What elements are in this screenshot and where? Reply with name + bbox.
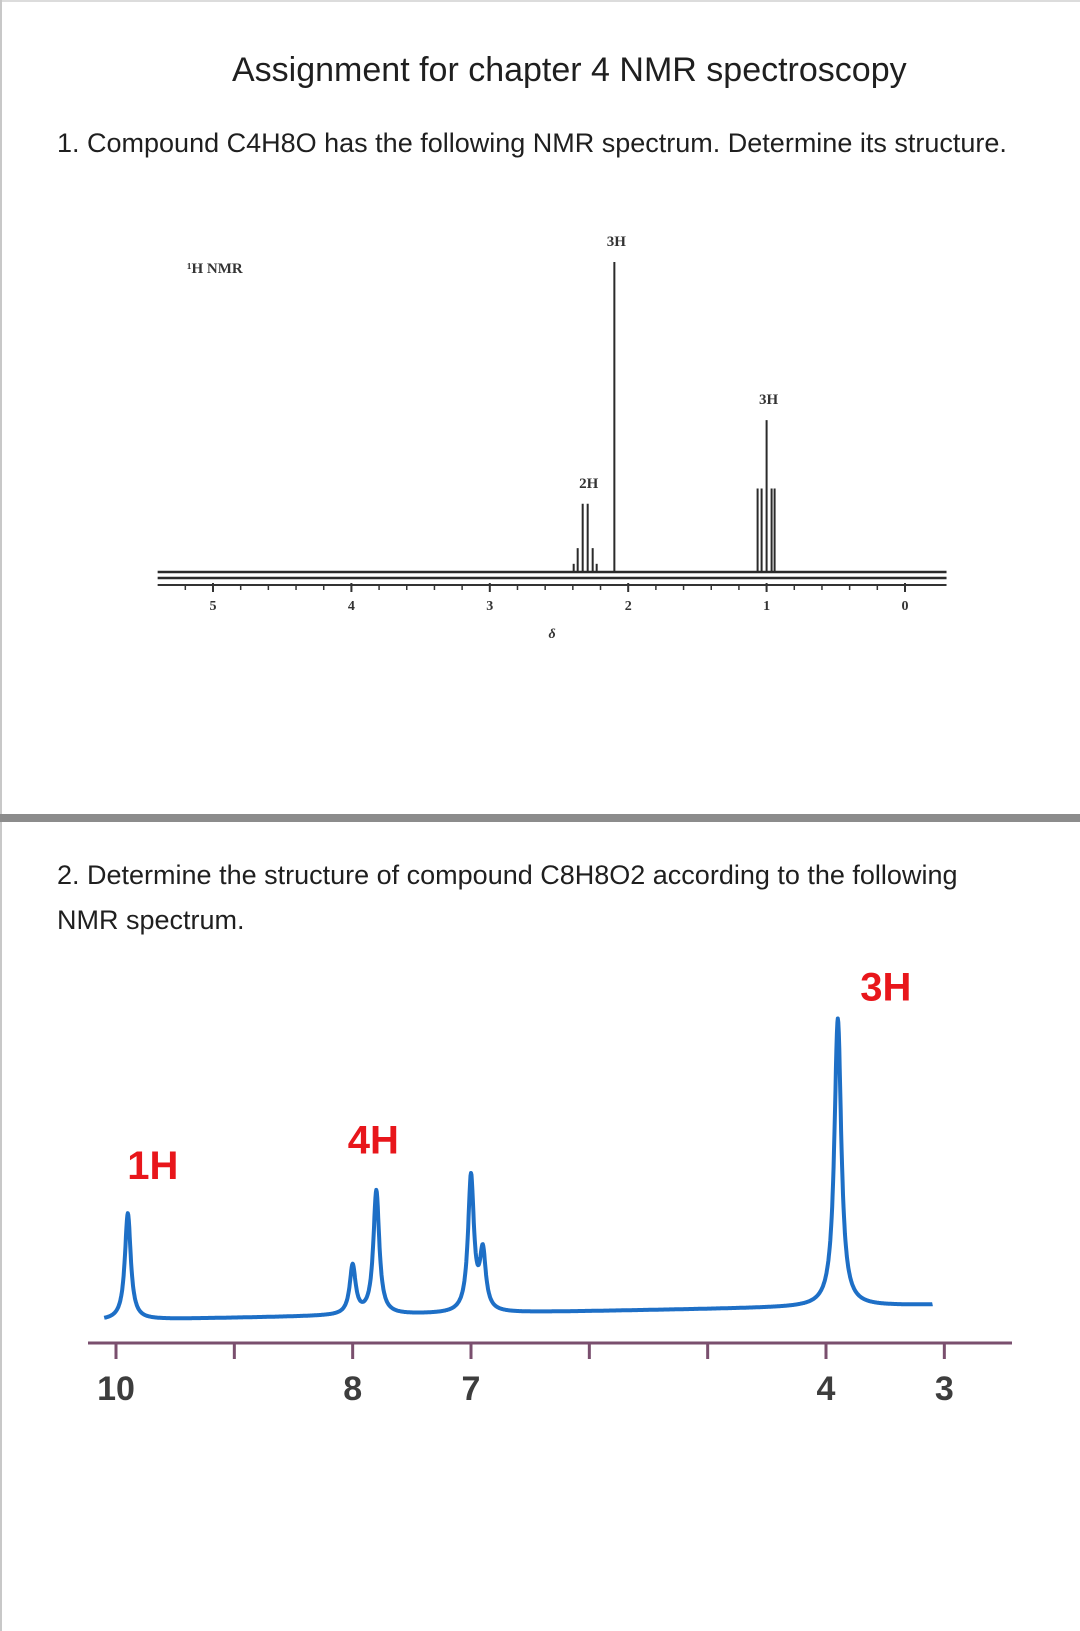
spectrum1-tick-label: 3 <box>486 599 493 614</box>
spectrum2-tick-label: 3 <box>935 1370 954 1408</box>
spectrum1-tick-label: 0 <box>902 599 909 614</box>
page-top-border <box>0 0 1080 2</box>
question-2-text: 2. Determine the structure of compound C… <box>57 860 958 935</box>
spectrum2-integration-label-1H: 1H <box>127 1144 178 1188</box>
spectrum1-integration-label: 3H <box>759 392 779 408</box>
spectrum2-tick-label: 10 <box>97 1370 135 1408</box>
spectrum1-integration-label: 2H <box>579 476 599 492</box>
nmr-spectrum-1: 5 4 3 2 1 0 δ ¹H NMR 2H 3H 3H <box>157 234 947 642</box>
spectrum2-integration-label-4H: 4H <box>348 1118 399 1162</box>
spectrum1-tick-label: 5 <box>210 599 217 614</box>
spectrum1-integration-label: 3H <box>607 234 627 250</box>
spectrum2-tick-label: 4 <box>817 1370 836 1408</box>
question-1-text: 1. Compound C4H8O has the following NMR … <box>57 128 1007 158</box>
spectrum1-tick-label: 2 <box>625 599 632 614</box>
spectrum1-tick-label: 1 <box>763 599 770 614</box>
spectrum1-x-axis-label: δ <box>548 627 555 642</box>
nmr-spectrum-2: 10 8 7 4 3 1H 4H 3H <box>88 966 1012 1408</box>
spectrum2-tick-label: 7 <box>462 1370 481 1408</box>
spectrum1-title: ¹H NMR <box>187 261 243 277</box>
spectrum2-integration-label-3H: 3H <box>860 966 911 1010</box>
spectrum1-tick-label: 4 <box>348 599 355 614</box>
spectrum2-trace <box>102 1016 934 1321</box>
section-divider <box>0 814 1080 822</box>
spectrum2-tick-label: 8 <box>343 1370 362 1408</box>
spectrum1-peak-3 <box>756 420 776 572</box>
spectrum1-peak-1 <box>572 503 598 572</box>
assignment-title: Assignment for chapter 4 NMR spectroscop… <box>232 51 907 89</box>
